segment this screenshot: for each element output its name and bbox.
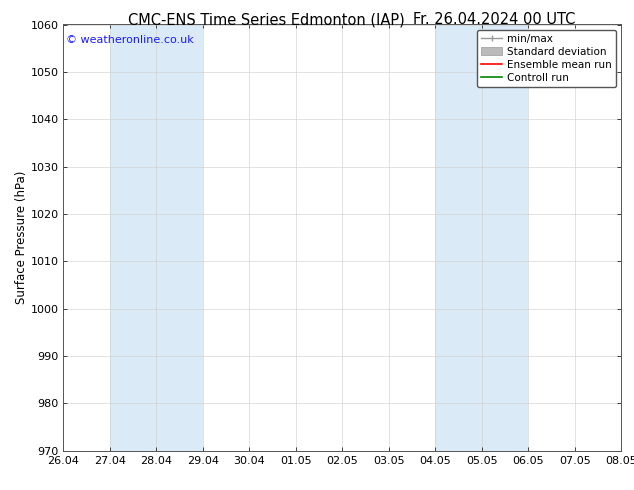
Text: CMC-ENS Time Series Edmonton (IAP): CMC-ENS Time Series Edmonton (IAP) <box>128 12 404 27</box>
Bar <box>110 24 203 451</box>
Legend: min/max, Standard deviation, Ensemble mean run, Controll run: min/max, Standard deviation, Ensemble me… <box>477 30 616 87</box>
Text: Fr. 26.04.2024 00 UTC: Fr. 26.04.2024 00 UTC <box>413 12 576 27</box>
Text: © weatheronline.co.uk: © weatheronline.co.uk <box>66 35 194 45</box>
Y-axis label: Surface Pressure (hPa): Surface Pressure (hPa) <box>15 171 28 304</box>
Bar <box>436 24 528 451</box>
